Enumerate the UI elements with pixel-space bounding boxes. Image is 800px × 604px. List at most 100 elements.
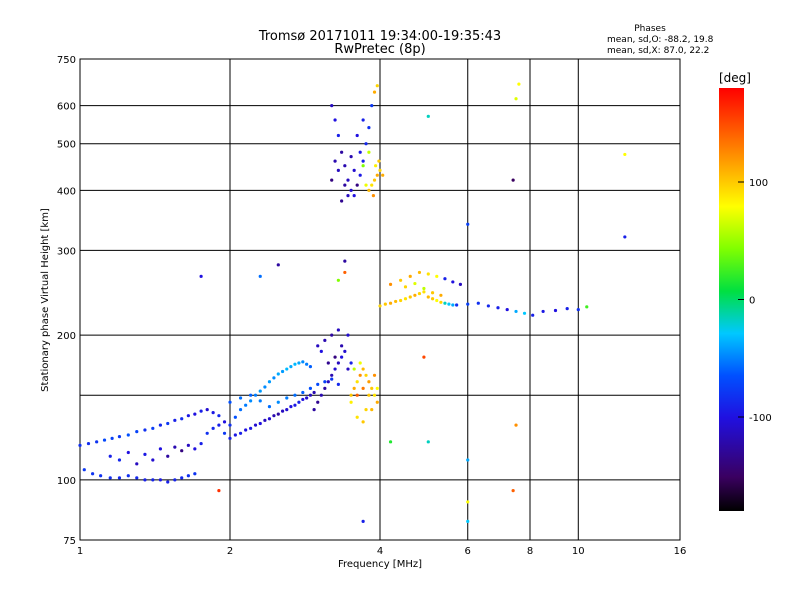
data-point	[355, 415, 359, 419]
data-point	[316, 400, 320, 404]
data-point	[308, 386, 313, 390]
data-point	[95, 440, 99, 444]
colorbar-ticks: 100 0 -100	[738, 178, 772, 424]
data-point	[367, 126, 371, 130]
data-point	[312, 408, 316, 412]
data-point	[151, 458, 155, 462]
x-tick-label: 2	[227, 546, 233, 557]
data-point	[336, 168, 340, 173]
data-point	[426, 272, 430, 276]
data-point	[522, 311, 527, 315]
data-point	[346, 333, 350, 337]
data-point	[316, 382, 320, 386]
data-point	[565, 307, 569, 311]
data-point	[349, 361, 353, 365]
data-point	[340, 355, 344, 359]
data-point	[422, 290, 426, 294]
data-point	[166, 454, 170, 458]
data-point	[349, 188, 353, 192]
data-point	[276, 412, 280, 416]
data-point	[388, 440, 393, 444]
data-point	[361, 159, 365, 163]
data-point	[180, 449, 184, 453]
data-point	[91, 472, 95, 476]
data-point	[496, 306, 500, 310]
data-point	[297, 400, 301, 404]
data-point	[370, 183, 374, 187]
data-point	[186, 443, 190, 447]
data-point	[346, 194, 350, 198]
data-point	[199, 409, 203, 413]
colorbar-tick-label: 0	[749, 296, 755, 307]
data-point	[367, 380, 371, 384]
data-point	[193, 472, 197, 476]
chart-title: Tromsø 20171011 19:34:00-19:35:43	[258, 29, 501, 44]
data-point	[280, 369, 285, 374]
data-point	[143, 428, 147, 432]
data-point	[413, 281, 417, 286]
x-tick-label: 6	[465, 546, 471, 557]
data-point	[308, 393, 313, 397]
data-point	[367, 188, 371, 192]
data-point	[435, 298, 439, 303]
data-point	[158, 423, 163, 427]
data-point	[330, 104, 334, 108]
data-points	[78, 82, 627, 523]
data-point	[372, 178, 377, 182]
data-point	[426, 114, 430, 118]
data-point	[330, 377, 334, 381]
chart-subtitle: RwPretec (8p)	[334, 42, 425, 57]
data-point	[217, 414, 221, 418]
stats-line-o: mean, sd,O: -88.2, 19.8	[607, 35, 714, 45]
data-point	[394, 299, 398, 304]
stats-heading: Phases	[634, 24, 666, 34]
data-point	[430, 291, 435, 295]
data-point	[158, 478, 163, 482]
y-tick-label: 750	[57, 55, 76, 66]
data-point	[126, 450, 130, 455]
data-point	[289, 405, 293, 409]
data-point	[272, 414, 276, 418]
data-point	[374, 164, 378, 168]
data-point	[358, 173, 362, 177]
data-point	[443, 277, 447, 281]
data-point	[466, 222, 470, 226]
data-point	[623, 152, 627, 157]
data-point	[417, 270, 422, 275]
data-point	[82, 468, 86, 472]
data-point	[375, 173, 379, 177]
grid-lines	[79, 58, 681, 541]
data-point	[117, 458, 122, 462]
data-point	[378, 304, 382, 308]
data-point	[173, 445, 177, 449]
data-point	[263, 418, 267, 422]
data-point	[238, 431, 243, 435]
data-point	[158, 447, 163, 451]
data-point	[228, 400, 232, 404]
data-point	[108, 476, 112, 480]
data-point	[336, 361, 340, 365]
data-point	[505, 307, 509, 312]
data-point	[375, 84, 379, 88]
data-point	[126, 433, 130, 437]
data-point	[476, 301, 480, 305]
data-point	[211, 411, 215, 415]
data-point	[253, 423, 258, 427]
data-point	[211, 426, 215, 430]
data-point	[361, 164, 365, 168]
data-point	[151, 478, 155, 482]
data-point	[173, 418, 177, 422]
data-point	[514, 97, 518, 101]
data-point	[217, 489, 221, 493]
data-point	[289, 365, 293, 369]
y-axis-label: Stationary phase Virtual Height [km]	[40, 208, 51, 392]
data-point	[340, 344, 344, 348]
data-point	[349, 155, 353, 159]
y-tick-label: 300	[57, 246, 76, 257]
data-point	[403, 285, 408, 289]
data-point	[244, 403, 248, 407]
colorbar-tick-label: -100	[749, 413, 772, 424]
data-point	[553, 308, 558, 313]
data-point	[193, 447, 197, 451]
